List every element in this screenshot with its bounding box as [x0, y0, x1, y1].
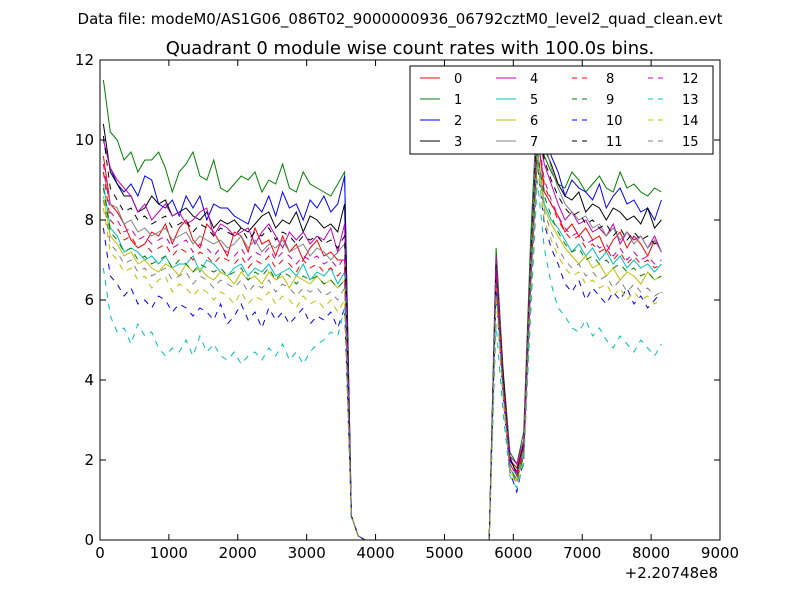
x-tick-label: 6000: [494, 544, 532, 562]
series-line-3: [102, 111, 662, 541]
x-tick-label: 8000: [632, 544, 670, 562]
x-tick-label: 0: [95, 544, 105, 562]
x-tick-label: 9000: [701, 544, 739, 562]
legend-label-13: 13: [682, 93, 699, 108]
series-line-8: [102, 135, 662, 541]
y-tick-label: 12: [75, 51, 94, 69]
legend-label-6: 6: [530, 114, 538, 129]
legend-label-9: 9: [606, 93, 614, 108]
series-line-15: [102, 159, 662, 541]
legend-label-14: 14: [682, 114, 699, 129]
legend-label-8: 8: [606, 72, 614, 87]
legend-box: [409, 65, 714, 155]
series-line-2: [102, 118, 662, 541]
series-line-9: [102, 151, 662, 541]
legend-label-12: 12: [682, 72, 699, 87]
series-line-5: [102, 147, 662, 541]
chart-title: Quadrant 0 module wise count rates with …: [166, 38, 655, 59]
legend-label-0: 0: [454, 72, 462, 87]
legend-label-1: 1: [454, 93, 462, 108]
legend-label-15: 15: [682, 135, 699, 150]
x-offset-label: +2.20748e8: [625, 564, 718, 582]
series-line-11: [102, 115, 662, 541]
legend-label-10: 10: [606, 114, 623, 129]
y-tick-label: 2: [84, 451, 94, 469]
y-tick-label: 0: [84, 531, 94, 549]
x-tick-label: 2000: [219, 544, 257, 562]
series-line-10: [102, 163, 662, 541]
x-tick-label: 7000: [563, 544, 601, 562]
series-line-14: [102, 167, 662, 541]
y-tick-label: 6: [84, 291, 94, 309]
x-axis: 0 1000 2000 3000 4000 5000 6000 7000 8000 9000: [95, 60, 739, 562]
y-tick-label: 4: [84, 371, 94, 389]
series-line-13: [102, 179, 662, 541]
x-tick-label: 4000: [356, 544, 394, 562]
x-tick-label: 1000: [150, 544, 188, 562]
data-file-caption: Data file: modeM0/AS1G06_086T02_90000009…: [78, 10, 723, 29]
x-tick-label: 5000: [425, 544, 463, 562]
x-tick-label: 3000: [288, 544, 326, 562]
legend-label-2: 2: [454, 114, 462, 129]
y-tick-label: 8: [84, 211, 94, 229]
legend-label-3: 3: [454, 135, 462, 150]
series-line-7: [102, 99, 662, 541]
legend-label-5: 5: [530, 93, 538, 108]
legend-label-4: 4: [530, 72, 538, 87]
series-line-6: [102, 155, 662, 541]
y-tick-label: 10: [75, 131, 94, 149]
series-line-4: [102, 127, 662, 541]
legend-label-11: 11: [606, 135, 623, 150]
legend-label-7: 7: [530, 135, 538, 150]
